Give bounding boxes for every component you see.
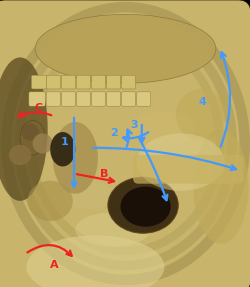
Ellipse shape bbox=[0, 0, 250, 3]
Ellipse shape bbox=[20, 121, 45, 155]
FancyBboxPatch shape bbox=[46, 75, 60, 89]
FancyArrowPatch shape bbox=[71, 118, 76, 187]
Ellipse shape bbox=[0, 0, 2, 287]
Text: 4: 4 bbox=[197, 97, 205, 107]
FancyArrowPatch shape bbox=[139, 125, 144, 143]
Ellipse shape bbox=[175, 89, 225, 141]
FancyBboxPatch shape bbox=[106, 75, 120, 89]
Ellipse shape bbox=[50, 132, 75, 166]
FancyArrowPatch shape bbox=[93, 148, 235, 170]
Ellipse shape bbox=[28, 181, 72, 221]
FancyArrowPatch shape bbox=[220, 52, 229, 147]
FancyBboxPatch shape bbox=[61, 92, 75, 106]
FancyArrowPatch shape bbox=[126, 130, 131, 147]
FancyBboxPatch shape bbox=[46, 92, 60, 106]
FancyBboxPatch shape bbox=[121, 92, 135, 106]
FancyBboxPatch shape bbox=[31, 75, 46, 89]
Ellipse shape bbox=[0, 284, 250, 287]
FancyBboxPatch shape bbox=[136, 92, 150, 106]
Ellipse shape bbox=[32, 133, 52, 154]
FancyBboxPatch shape bbox=[121, 75, 135, 89]
FancyBboxPatch shape bbox=[61, 75, 75, 89]
Ellipse shape bbox=[26, 235, 164, 287]
Ellipse shape bbox=[35, 14, 215, 83]
Ellipse shape bbox=[52, 122, 98, 194]
Ellipse shape bbox=[0, 57, 48, 201]
FancyBboxPatch shape bbox=[91, 92, 105, 106]
Text: 1: 1 bbox=[61, 137, 68, 147]
FancyBboxPatch shape bbox=[76, 92, 90, 106]
FancyBboxPatch shape bbox=[132, 155, 242, 184]
FancyArrowPatch shape bbox=[139, 139, 167, 200]
Ellipse shape bbox=[131, 112, 194, 146]
FancyBboxPatch shape bbox=[76, 75, 90, 89]
Ellipse shape bbox=[62, 181, 112, 210]
Ellipse shape bbox=[136, 133, 224, 191]
FancyBboxPatch shape bbox=[91, 75, 105, 89]
FancyArrowPatch shape bbox=[27, 245, 72, 256]
FancyArrowPatch shape bbox=[122, 132, 148, 141]
Text: A: A bbox=[50, 261, 58, 270]
Text: 2: 2 bbox=[110, 129, 118, 138]
Ellipse shape bbox=[21, 123, 39, 141]
FancyArrowPatch shape bbox=[18, 112, 51, 117]
FancyArrowPatch shape bbox=[76, 174, 114, 183]
Text: B: B bbox=[100, 169, 108, 179]
Ellipse shape bbox=[9, 145, 31, 165]
Ellipse shape bbox=[248, 0, 250, 287]
Ellipse shape bbox=[108, 177, 178, 233]
Ellipse shape bbox=[75, 212, 150, 247]
Ellipse shape bbox=[120, 187, 170, 227]
Text: C: C bbox=[35, 103, 43, 113]
Text: 3: 3 bbox=[130, 120, 138, 130]
Ellipse shape bbox=[192, 129, 248, 244]
FancyBboxPatch shape bbox=[29, 92, 45, 106]
FancyBboxPatch shape bbox=[106, 92, 120, 106]
